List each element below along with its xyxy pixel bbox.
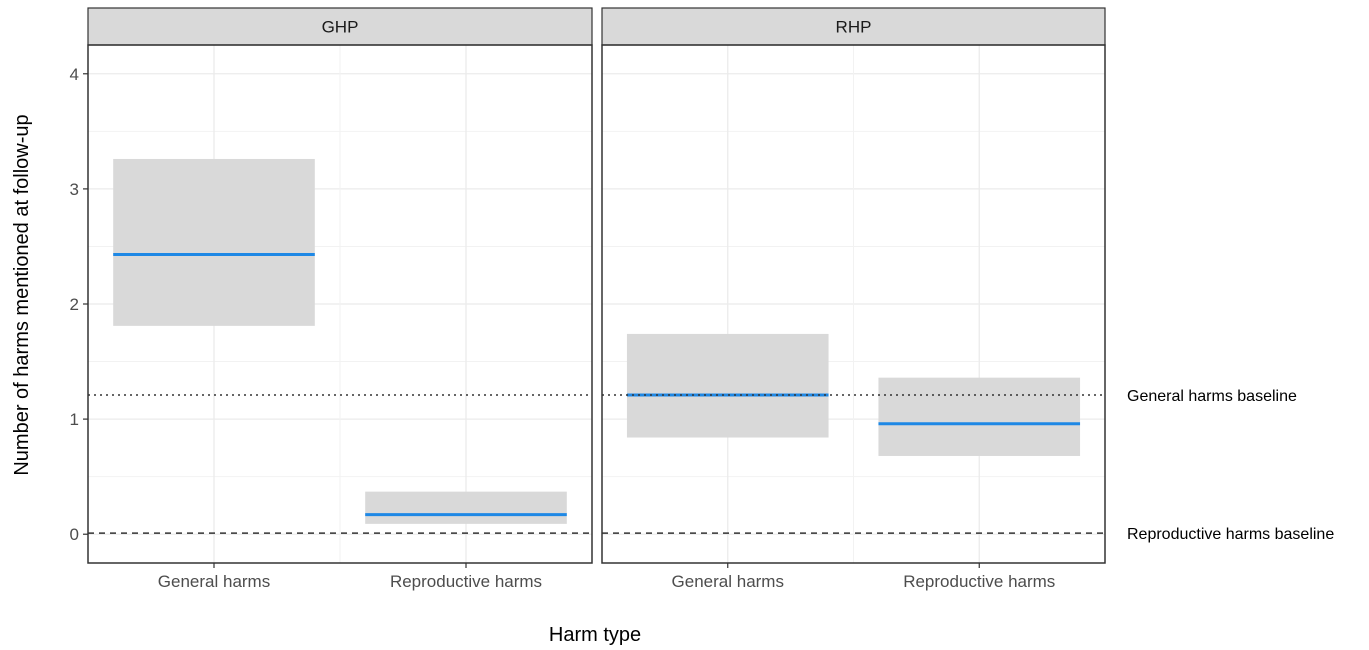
panel-border-rhp	[601, 44, 1106, 564]
frames-layer	[83, 7, 1106, 568]
x-tick-label: General harms	[672, 572, 784, 591]
reference-line-label: Reproductive harms baseline	[1127, 526, 1334, 543]
facet-label-rhp: RHP	[836, 18, 872, 37]
x-axis-title: Harm type	[549, 624, 641, 646]
facet-strip-rhp	[601, 7, 1106, 46]
interval-box-rhp-general-harms	[626, 333, 829, 438]
interval-box-ghp-general-harms	[113, 158, 315, 326]
interval-box-rhp-reproductive-harms	[878, 377, 1081, 456]
reference-line-label: General harms baseline	[1127, 388, 1297, 405]
y-tick-label: 4	[70, 65, 79, 84]
interval-box-ghp-reproductive-harms	[365, 491, 567, 524]
y-axis-title: Number of harms mentioned at follow-up	[11, 114, 33, 475]
x-tick-label: General harms	[158, 572, 270, 591]
y-tick-label: 3	[70, 180, 79, 199]
grid-layer	[88, 45, 1105, 563]
x-tick-label: Reproductive harms	[390, 572, 542, 591]
text-layer: GHP General harms Reproductive harms RHP Gen…	[70, 18, 1335, 592]
y-tick-label: 2	[70, 295, 79, 314]
facet-label-ghp: GHP	[322, 18, 359, 37]
x-tick-label: Reproductive harms	[903, 572, 1055, 591]
y-tick-label: 0	[70, 525, 79, 544]
marks-layer	[88, 158, 1105, 534]
y-tick-label: 1	[70, 410, 79, 429]
